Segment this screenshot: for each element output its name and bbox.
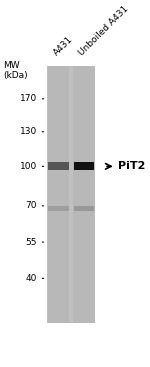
Text: 55: 55 — [25, 237, 37, 247]
Bar — [48, 162, 69, 170]
Text: MW
(kDa): MW (kDa) — [3, 61, 27, 80]
Bar — [47, 66, 95, 323]
Bar — [70, 66, 72, 323]
Text: 130: 130 — [20, 127, 37, 136]
Bar — [48, 206, 69, 211]
Text: 70: 70 — [25, 201, 37, 210]
Text: A431: A431 — [52, 35, 75, 58]
Bar — [73, 66, 95, 323]
Bar — [74, 162, 94, 170]
Bar — [74, 206, 94, 211]
Text: 170: 170 — [20, 94, 37, 103]
Bar — [48, 66, 69, 323]
Text: 40: 40 — [25, 274, 37, 283]
Text: Unboiled A431: Unboiled A431 — [77, 4, 131, 58]
Text: PiT2: PiT2 — [118, 161, 146, 171]
Text: 100: 100 — [20, 162, 37, 171]
